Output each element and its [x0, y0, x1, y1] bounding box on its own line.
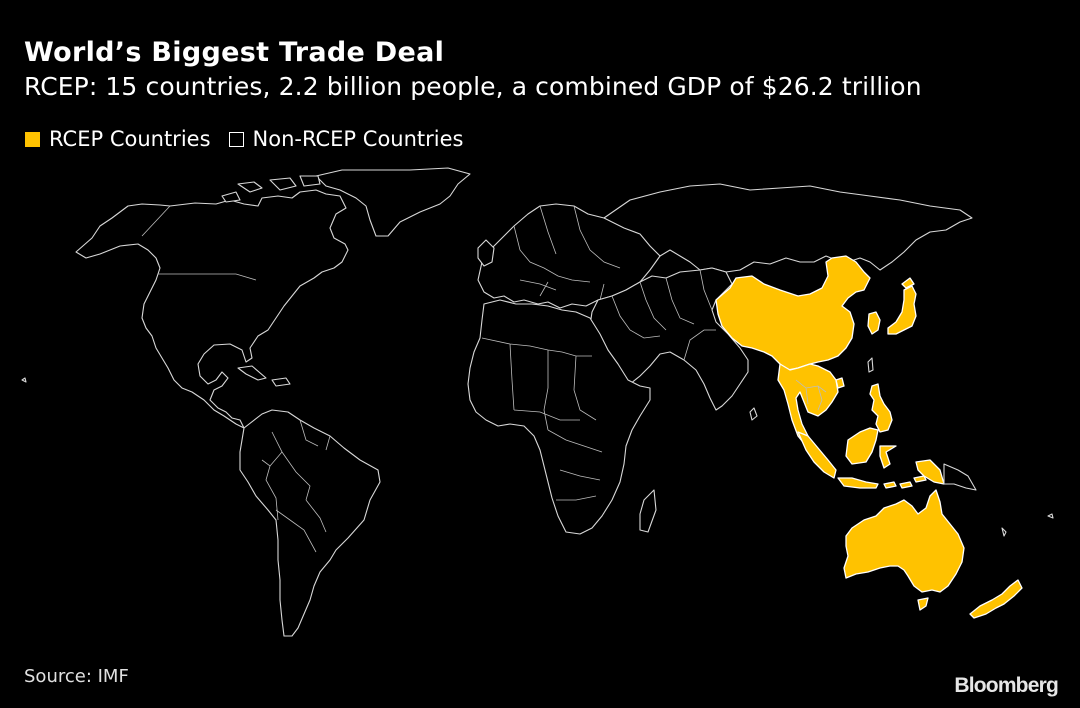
hainan-rcep	[835, 377, 845, 389]
rcep-swatch-icon	[25, 131, 40, 147]
china-rcep	[715, 255, 871, 371]
legend-item-rcep: RCEP Countries	[25, 127, 211, 151]
legend-label-non-rcep: Non-RCEP Countries	[252, 127, 464, 151]
taiwan	[867, 357, 874, 373]
chart-subtitle: RCEP: 15 countries, 2.2 billion people, …	[24, 72, 922, 101]
papua-new-guinea	[943, 463, 977, 491]
legend-label-rcep: RCEP Countries	[49, 127, 211, 151]
asia-borders	[611, 269, 716, 361]
bloomberg-logo: Bloomberg	[954, 674, 1058, 697]
greenland	[315, 167, 471, 237]
south-korea-rcep	[867, 311, 881, 335]
sumatra-rcep	[797, 431, 837, 479]
caribbean-islands	[237, 365, 291, 387]
non-rcep-swatch-icon	[228, 131, 244, 147]
africa	[467, 299, 651, 535]
madagascar	[639, 489, 657, 533]
chart-title: World’s Biggest Trade Deal	[24, 37, 445, 68]
sulawesi-rcep	[879, 445, 897, 469]
borneo-rcep	[845, 427, 879, 465]
sea-borders	[795, 379, 827, 411]
africa-borders	[481, 337, 603, 501]
sri-lanka	[749, 407, 758, 421]
north-america	[75, 189, 349, 429]
tasmania-rcep	[917, 597, 929, 611]
source-note: Source: IMF	[24, 666, 129, 687]
pacific-islands	[21, 377, 1054, 537]
legend-item-non-rcep: Non-RCEP Countries	[228, 127, 464, 151]
europe-borders	[513, 205, 621, 301]
south-america-borders	[261, 419, 331, 553]
philippines-rcep	[869, 383, 893, 433]
new-zealand-rcep	[969, 579, 1023, 619]
world-map	[21, 167, 1054, 637]
legend: RCEP Countries Non-RCEP Countries	[25, 127, 481, 151]
new-guinea-west-rcep	[915, 459, 945, 485]
us-canada-border	[141, 205, 257, 281]
australia-rcep	[843, 489, 965, 593]
arctic-islands	[221, 175, 321, 203]
southeast-asia-mainland-rcep	[777, 363, 839, 447]
java-rcep	[837, 477, 879, 489]
japan-rcep	[887, 277, 917, 335]
uk	[477, 239, 495, 267]
russia	[603, 183, 973, 273]
south-america	[239, 409, 381, 637]
lesser-sunda-rcep	[883, 475, 927, 489]
